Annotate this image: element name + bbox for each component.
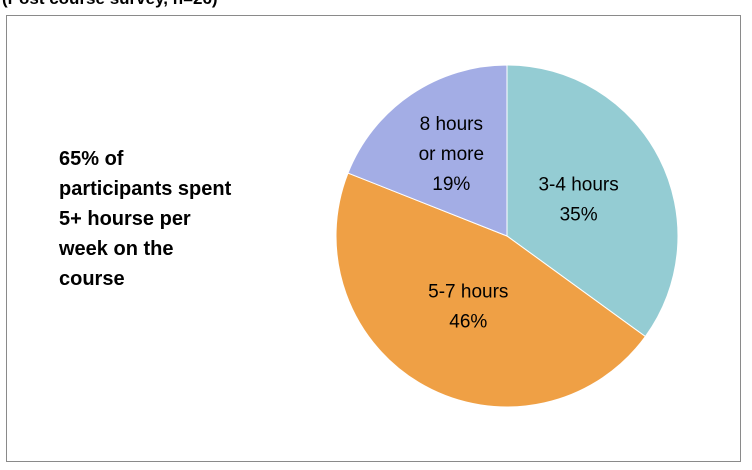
- summary-note-line: participants spent: [59, 178, 232, 200]
- pie-slice: [335, 172, 647, 408]
- slice-category-label: or more: [419, 144, 484, 165]
- summary-note-line: 65% of: [59, 148, 124, 170]
- survey-caption: (Post course survey, n=26): [2, 0, 218, 9]
- summary-note-line: course: [59, 268, 125, 290]
- slice-category-label: 3-4 hours: [538, 175, 618, 196]
- slice-category-label: 5-7 hours: [428, 281, 508, 302]
- summary-note: 65% of participants spent 5+ hourse per …: [59, 144, 309, 294]
- pie-slice: [506, 64, 679, 338]
- slice-percent-label: 19%: [432, 174, 470, 195]
- pie-slice: [347, 64, 508, 237]
- summary-note-line: 5+ hourse per: [59, 208, 191, 230]
- slice-percent-label: 35%: [560, 205, 598, 226]
- slice-category-label: 8 hours: [420, 114, 483, 135]
- summary-note-line: week on the: [59, 238, 174, 260]
- slice-percent-label: 46%: [449, 311, 487, 332]
